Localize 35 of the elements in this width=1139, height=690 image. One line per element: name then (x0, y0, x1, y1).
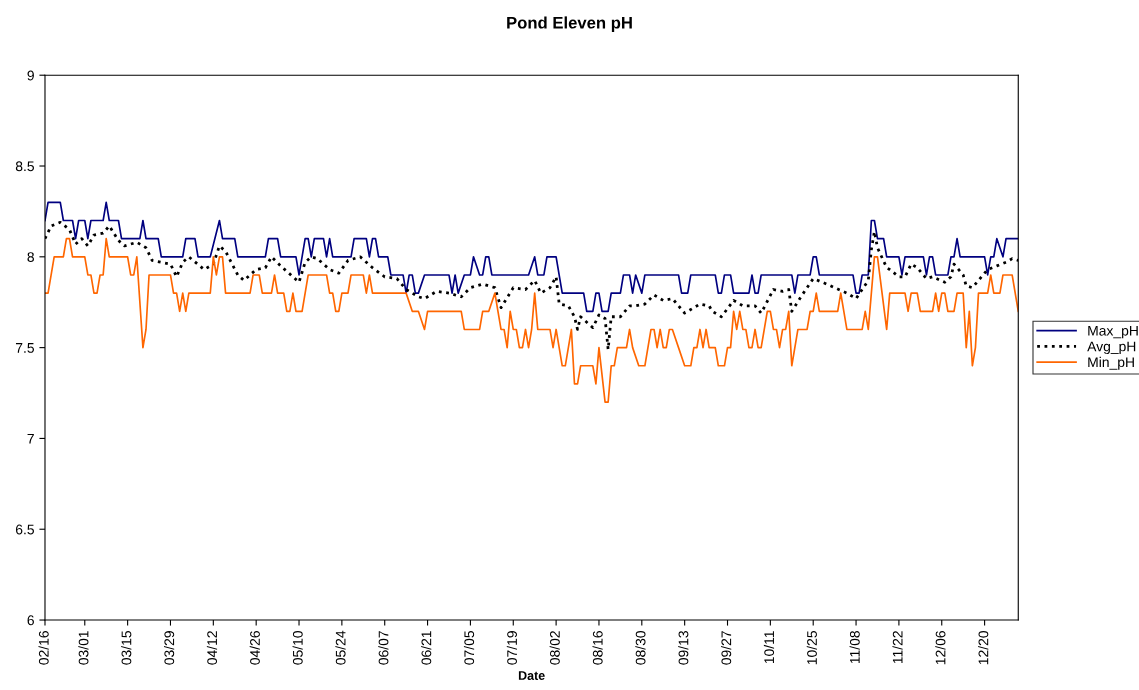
legend-label: Max_pH (1088, 325, 1138, 339)
x-tick-label: 03/01 (78, 631, 89, 665)
x-tick-label: 05/10 (292, 630, 303, 665)
x-tick-label: 07/19 (506, 631, 517, 665)
chart-title: Pond Eleven pH (507, 16, 632, 32)
x-tick-label: 06/07 (378, 631, 389, 665)
y-tick-label: 8.5 (15, 161, 34, 172)
x-tick-label: 11/22 (892, 631, 903, 664)
legend-label: Avg_pH (1087, 341, 1136, 355)
y-tick-label: 8 (27, 252, 34, 262)
x-tick-label: 04/12 (206, 631, 218, 665)
x-tick-label: 10/11 (763, 631, 775, 664)
x-tick-label: 03/15 (121, 631, 132, 665)
x-tick-label: 08/02 (549, 631, 560, 665)
x-tick-label: 12/06 (935, 631, 946, 665)
y-tick-label: 9 (27, 70, 34, 81)
x-tick-label: 04/26 (249, 631, 260, 665)
x-tick-label: 07/05 (463, 631, 475, 665)
y-tick-label: 6 (27, 615, 34, 626)
x-tick-label: 03/29 (164, 631, 175, 665)
x-tick-label: 08/30 (635, 630, 646, 665)
x-axis-title: Date (518, 671, 545, 680)
x-tick-label: 12/20 (978, 630, 989, 665)
x-tick-label: 09/27 (721, 631, 732, 665)
y-tick-label: 6.5 (15, 524, 34, 535)
x-tick-label: 06/21 (421, 631, 432, 665)
x-tick-label: 11/08 (849, 631, 860, 664)
x-tick-label: 02/16 (38, 631, 49, 665)
y-tick-label: 7 (27, 433, 34, 444)
legend-label: Min_pH (1088, 356, 1134, 370)
y-tick-label: 7.5 (15, 343, 34, 353)
x-tick-label: 09/13 (678, 631, 689, 665)
x-tick-label: 05/24 (335, 630, 346, 665)
x-tick-label: 10/25 (806, 631, 817, 665)
x-tick-label: 08/16 (592, 631, 603, 665)
